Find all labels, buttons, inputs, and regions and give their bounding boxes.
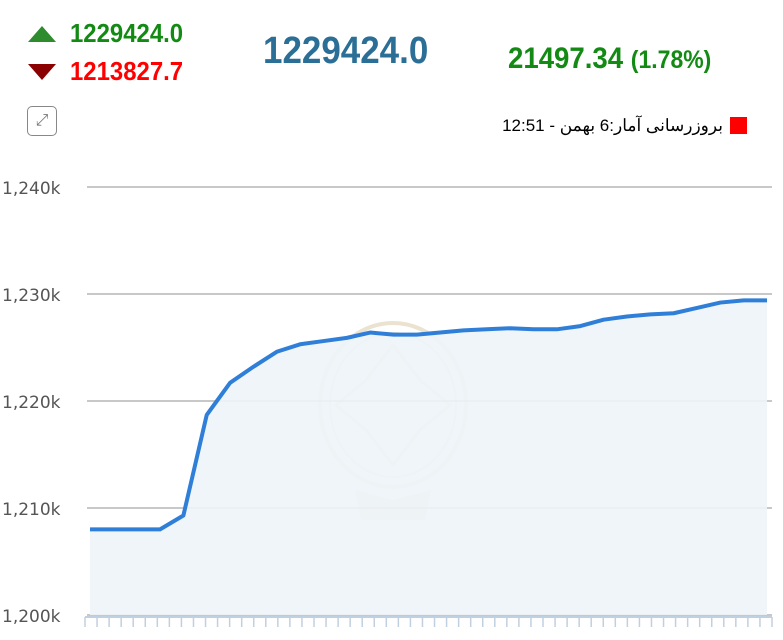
y-tick-label: 1,210k	[2, 500, 61, 520]
y-tick-label: 1,230k	[2, 286, 61, 306]
y-tick-label: 1,220k	[2, 393, 61, 413]
update-time: بروزرسانی آمار:6 بهمن - 12:51	[502, 116, 723, 135]
change-percent: (1.78%)	[630, 46, 712, 74]
y-tick-label: 1,200k	[2, 607, 61, 627]
day-low-value: 1213827.7	[70, 56, 184, 86]
triangle-down-icon	[28, 64, 56, 80]
series-line	[90, 298, 767, 532]
change-value: 21497.34 (1.78%)	[508, 42, 711, 76]
area-fill	[90, 300, 767, 615]
expand-icon[interactable]: ⤢	[27, 106, 57, 136]
day-high-value: 1229424.0	[70, 18, 184, 48]
triangle-up-icon	[28, 26, 56, 42]
y-tick-label: 1,240k	[2, 179, 61, 199]
change-amount: 21497.34	[508, 42, 624, 75]
last-value: 1229424.0	[263, 30, 429, 72]
red-square-icon	[730, 117, 747, 134]
